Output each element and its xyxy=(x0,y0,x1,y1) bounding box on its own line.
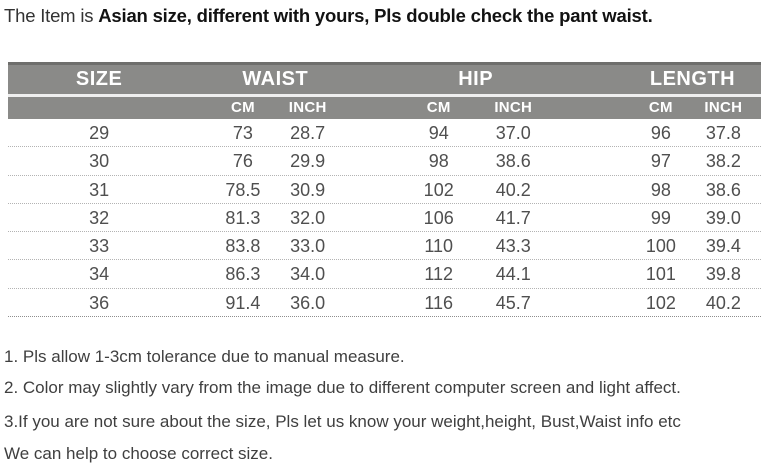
cell-waist-cm: 91.4 xyxy=(225,292,261,313)
cell-waist-inch: 34.0 xyxy=(290,264,326,285)
cell-length-inch: 39.4 xyxy=(705,236,741,257)
table-row: 33 83.8 33.0 110 43.3 100 39.4 xyxy=(8,232,761,261)
cell-length-inch: 39.8 xyxy=(705,264,741,285)
cell-length-cm: 102 xyxy=(645,292,676,313)
note-size-help-line2: We can help to choose correct size. xyxy=(4,444,273,463)
header-hip: HIP xyxy=(458,68,494,90)
cell-hip-inch: 38.6 xyxy=(495,151,531,172)
table-row: 34 86.3 34.0 112 44.1 101 39.8 xyxy=(8,260,761,289)
cell-length-cm: 99 xyxy=(650,207,671,228)
unit-hip-inch: INCH xyxy=(494,99,533,116)
cell-size: 29 xyxy=(89,123,110,143)
table-row: 32 81.3 32.0 106 41.7 99 39.0 xyxy=(8,204,761,233)
table-row: 29 73 28.7 94 37.0 96 37.8 xyxy=(8,119,761,148)
cell-waist-inch: 33.0 xyxy=(290,236,326,257)
unit-waist-cm: CM xyxy=(230,99,255,116)
cell-hip-inch: 40.2 xyxy=(495,179,531,200)
cell-length-inch: 38.6 xyxy=(705,179,741,200)
cell-length-inch: 38.2 xyxy=(705,151,741,172)
cell-waist-cm: 73 xyxy=(232,123,253,143)
size-disclaimer: The Item is Asian size, different with y… xyxy=(4,5,653,27)
table-header-groups: SIZE WAIST HIP LENGTH xyxy=(8,62,761,94)
header-size: SIZE xyxy=(75,68,123,90)
size-chart-table: SIZE WAIST HIP LENGTH CM INCH CM INCH CM… xyxy=(8,62,761,318)
cell-waist-cm: 83.8 xyxy=(225,236,261,257)
table-row: 30 76 29.9 98 38.6 97 38.2 xyxy=(8,147,761,176)
cell-size: 36 xyxy=(89,292,110,313)
cell-waist-inch: 28.7 xyxy=(290,123,326,143)
cell-hip-inch: 41.7 xyxy=(495,207,531,228)
unit-length-inch: INCH xyxy=(704,99,743,116)
cell-waist-inch: 30.9 xyxy=(290,179,326,200)
cell-waist-cm: 81.3 xyxy=(225,207,261,228)
cell-waist-cm: 76 xyxy=(232,151,253,172)
cell-hip-inch: 37.0 xyxy=(495,123,531,143)
header-separator-line xyxy=(8,94,761,97)
cell-hip-cm: 102 xyxy=(423,179,454,200)
cell-hip-cm: 98 xyxy=(428,151,449,172)
cell-length-cm: 100 xyxy=(645,236,676,257)
unit-length-cm: CM xyxy=(648,99,673,116)
note-tolerance: 1. Pls allow 1-3cm tolerance due to manu… xyxy=(4,347,405,366)
cell-length-cm: 101 xyxy=(645,264,676,285)
cell-hip-cm: 112 xyxy=(424,264,454,285)
cell-waist-cm: 86.3 xyxy=(225,264,261,285)
cell-size: 34 xyxy=(89,264,110,285)
cell-length-inch: 37.8 xyxy=(705,123,741,143)
cell-waist-inch: 32.0 xyxy=(290,207,326,228)
cell-length-cm: 97 xyxy=(650,151,671,172)
cell-waist-inch: 29.9 xyxy=(290,151,326,172)
cell-hip-cm: 116 xyxy=(424,292,454,313)
cell-length-cm: 98 xyxy=(650,179,671,200)
header-waist: WAIST xyxy=(242,68,309,90)
table-header-units: CM INCH CM INCH CM INCH xyxy=(8,97,761,119)
table-row: 36 91.4 36.0 116 45.7 102 40.2 xyxy=(8,289,761,318)
cell-length-inch: 40.2 xyxy=(705,292,741,313)
cell-hip-inch: 44.1 xyxy=(495,264,531,285)
cell-hip-cm: 110 xyxy=(424,236,454,257)
cell-size: 30 xyxy=(89,151,110,172)
disclaimer-bold-text: Asian size, different with yours, Pls do… xyxy=(98,5,653,26)
note-size-help-line1: 3.If you are not sure about the size, Pl… xyxy=(4,412,681,431)
unit-hip-cm: CM xyxy=(426,99,451,116)
note-color-variance: 2. Color may slightly vary from the imag… xyxy=(4,378,681,397)
cell-hip-inch: 43.3 xyxy=(495,236,531,257)
cell-waist-inch: 36.0 xyxy=(290,292,326,313)
cell-hip-cm: 106 xyxy=(423,207,454,228)
cell-hip-cm: 94 xyxy=(428,123,449,143)
disclaimer-prefix: The Item is xyxy=(4,5,99,26)
cell-hip-inch: 45.7 xyxy=(495,292,531,313)
cell-waist-cm: 78.5 xyxy=(225,179,261,200)
cell-size: 31 xyxy=(89,179,110,200)
header-length: LENGTH xyxy=(649,68,736,90)
table-row: 31 78.5 30.9 102 40.2 98 38.6 xyxy=(8,176,761,204)
cell-length-cm: 96 xyxy=(650,123,671,143)
cell-length-inch: 39.0 xyxy=(705,207,741,228)
unit-waist-inch: INCH xyxy=(288,99,327,116)
cell-size: 33 xyxy=(89,236,110,257)
cell-size: 32 xyxy=(89,207,110,228)
